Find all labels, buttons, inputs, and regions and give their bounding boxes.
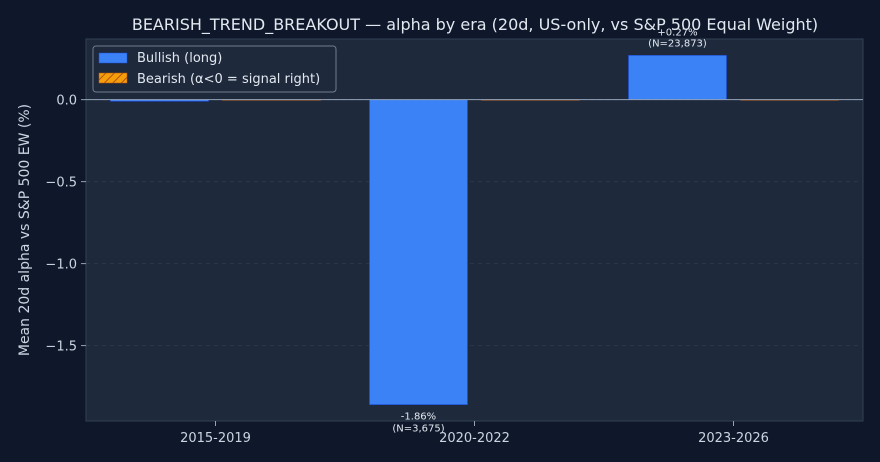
legend-swatch-bearish — [98, 72, 128, 84]
data-labels: -1.86%(N=3,675) +0.27%(N=23,873) — [392, 27, 707, 434]
legend: Bullish (long) Bearish (α<0 = signal rig… — [92, 45, 337, 93]
bar-bullish — [369, 99, 468, 405]
x-tick-label: 2023-2026 — [698, 431, 769, 446]
chart-title: BEARISH_TREND_BREAKOUT — alpha by era (2… — [132, 15, 818, 35]
data-label-n: (N=23,873) — [648, 38, 707, 49]
y-tick-label: −0.5 — [45, 176, 77, 191]
x-tick-label: 2015-2019 — [180, 431, 251, 446]
legend-label-bullish: Bullish (long) — [137, 51, 222, 66]
y-tick-label: 0.0 — [56, 94, 77, 109]
bars — [110, 55, 839, 405]
bar-bullish — [628, 55, 727, 100]
legend-label-bearish: Bearish (α<0 = signal right) — [137, 72, 320, 87]
legend-box — [92, 45, 337, 93]
data-label-n: (N=3,675) — [392, 424, 444, 435]
y-axis-label: Mean 20d alpha vs S&P 500 EW (%) — [17, 104, 33, 356]
data-label-value: -1.86% — [401, 412, 436, 423]
data-label-value: +0.27% — [657, 27, 697, 38]
x-axis-ticks: 2015-2019 2020-2022 2023-2026 — [180, 421, 769, 446]
y-axis-ticks: 0.0 −0.5 −1.0 −1.5 — [45, 94, 86, 355]
y-tick-label: −1.0 — [45, 258, 77, 273]
plot-area — [85, 38, 864, 422]
y-tick-label: −1.5 — [45, 340, 77, 355]
legend-swatch-bullish — [98, 52, 128, 64]
x-tick-label: 2020-2022 — [439, 431, 510, 446]
